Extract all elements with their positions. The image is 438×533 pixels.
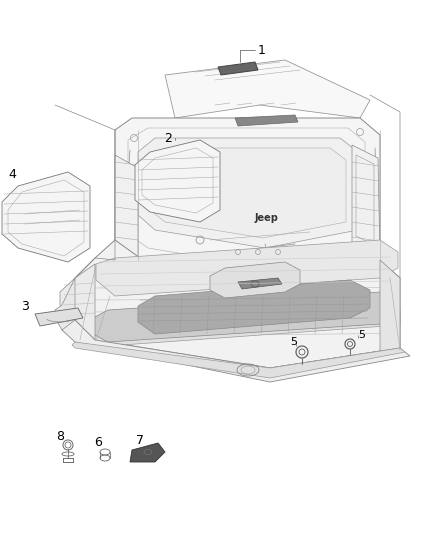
Polygon shape [135,140,220,222]
Text: 5: 5 [290,337,297,347]
Polygon shape [130,443,165,462]
Polygon shape [72,342,405,378]
Polygon shape [235,115,298,126]
Text: 3: 3 [21,301,29,313]
Polygon shape [75,310,400,348]
Text: 7: 7 [136,433,144,447]
Text: 5: 5 [358,330,365,340]
Polygon shape [165,60,370,118]
Polygon shape [115,155,138,258]
Polygon shape [2,172,90,262]
Polygon shape [35,308,83,326]
Polygon shape [75,240,400,368]
Polygon shape [150,148,346,238]
Polygon shape [238,278,282,289]
Polygon shape [62,320,410,382]
Text: 1: 1 [258,44,266,56]
Polygon shape [55,278,75,330]
Polygon shape [93,292,395,342]
Text: 2: 2 [164,132,172,144]
Polygon shape [138,138,358,248]
Polygon shape [96,240,398,296]
Polygon shape [352,145,380,258]
Polygon shape [115,118,380,280]
Polygon shape [218,62,258,75]
Polygon shape [138,280,370,334]
Text: 6: 6 [94,435,102,448]
Text: 8: 8 [56,430,64,442]
Polygon shape [380,260,400,360]
Polygon shape [210,262,300,298]
Polygon shape [60,264,95,340]
Text: 4: 4 [8,167,16,181]
Text: Jeep: Jeep [255,213,279,223]
